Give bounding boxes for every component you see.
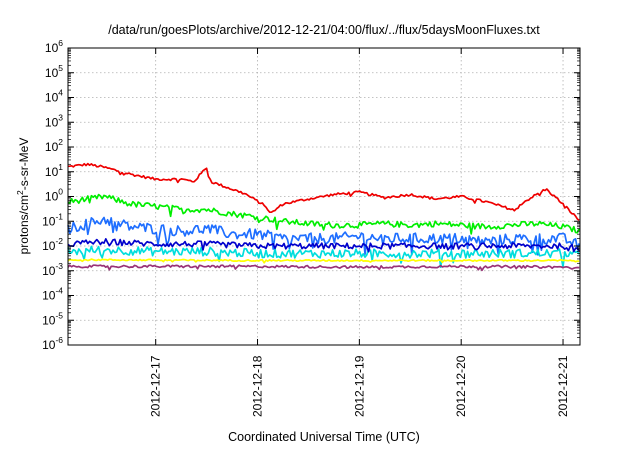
y-tick-label: 10-6	[42, 335, 63, 352]
y-tick-label: 10-4	[42, 286, 63, 303]
y-tick-label: 100	[45, 187, 63, 204]
y-axis-label: protons/cm2-s-sr-MeV	[15, 138, 31, 255]
y-tick-base: 10	[45, 91, 59, 105]
y-tick-exponent: 0	[58, 187, 63, 197]
series-line-7	[67, 264, 580, 272]
x-tick-label: 2012-12-19	[352, 355, 366, 417]
x-tick-label: 2012-12-21	[556, 355, 570, 417]
chart-title: /data/run/goesPlots/archive/2012-12-21/0…	[108, 23, 540, 37]
series-line-5	[67, 238, 580, 253]
y-tick-label: 102	[45, 137, 63, 154]
y-tick-exponent: 6	[58, 38, 63, 48]
series-line-2	[67, 193, 580, 235]
x-tick-label: 2012-12-18	[251, 355, 265, 417]
y-tick-exponent: -2	[55, 236, 63, 246]
y-tick-base: 10	[45, 165, 59, 179]
x-tick-label: 2012-12-17	[149, 355, 163, 417]
y-tick-base: 10	[42, 264, 56, 278]
y-tick-base: 10	[45, 140, 59, 154]
y-tick-base: 10	[45, 190, 59, 204]
y-tick-label: 104	[45, 88, 63, 105]
y-tick-label: 10-3	[42, 261, 63, 278]
y-tick-exponent: -3	[55, 261, 63, 271]
y-tick-exponent: 5	[58, 63, 63, 73]
y-tick-base: 10	[42, 214, 56, 228]
y-tick-label: 103	[45, 112, 63, 129]
y-tick-label: 105	[45, 63, 63, 80]
y-tick-exponent: -1	[55, 211, 63, 221]
y-tick-label: 10-5	[42, 310, 63, 327]
y-tick-base: 10	[45, 41, 59, 55]
y-tick-base: 10	[42, 313, 56, 327]
series-line-4	[67, 245, 580, 269]
y-tick-label: 10-2	[42, 236, 63, 253]
x-tick-label: 2012-12-20	[454, 355, 468, 417]
y-tick-base: 10	[45, 115, 59, 129]
series-line-6	[67, 258, 580, 264]
y-tick-label: 101	[45, 162, 63, 179]
series-lines	[67, 162, 581, 272]
series-line-3	[67, 216, 581, 256]
x-axis-label: Coordinated Universal Time (UTC)	[228, 430, 420, 444]
y-tick-label: 106	[45, 38, 63, 55]
series-line-1	[67, 162, 580, 221]
y-tick-exponent: -6	[55, 335, 63, 345]
y-tick-exponent: 3	[58, 112, 63, 122]
y-tick-base: 10	[45, 66, 59, 80]
y-tick-exponent: 1	[58, 162, 63, 172]
axis-ticks: 10-610-510-410-310-210-11001011021031041…	[42, 38, 580, 417]
y-tick-exponent: 2	[58, 137, 63, 147]
y-tick-base: 10	[42, 289, 56, 303]
y-tick-base: 10	[42, 338, 56, 352]
y-tick-base: 10	[42, 239, 56, 253]
y-tick-exponent: 4	[58, 88, 63, 98]
y-tick-exponent: -5	[55, 310, 63, 320]
y-tick-label: 10-1	[42, 211, 63, 228]
y-tick-exponent: -4	[55, 286, 63, 296]
